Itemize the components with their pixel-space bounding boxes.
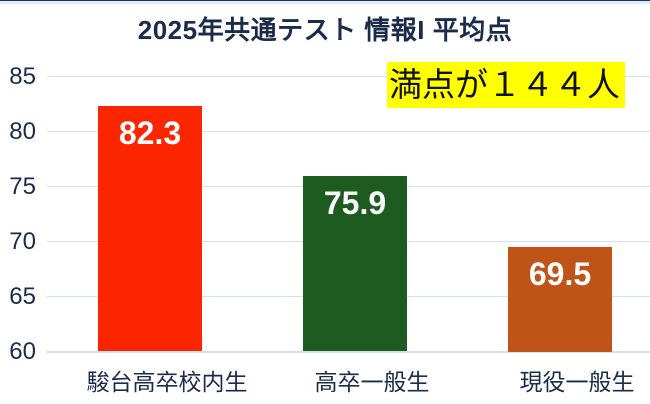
x-axis-category-2: 現役一般生 xyxy=(519,369,635,395)
y-axis-tick-85: 85 xyxy=(9,63,36,90)
gridline-85 xyxy=(47,76,650,77)
y-axis-tick-70: 70 xyxy=(9,228,36,255)
bar-value-label-1: 75.9 xyxy=(323,185,387,221)
bar-value-label-2: 69.5 xyxy=(528,256,592,292)
x-axis-category-1: 高卒一般生 xyxy=(314,369,430,395)
y-axis-tick-60: 60 xyxy=(9,338,36,365)
x-axis-category-0: 駿台高卒校内生 xyxy=(86,369,248,395)
perfect-score-annotation: 満点が１４４人 xyxy=(387,62,625,108)
bar-0: 82.3 xyxy=(98,106,202,351)
y-axis-tick-65: 65 xyxy=(9,283,36,310)
top-border xyxy=(0,0,650,4)
y-axis-tick-80: 80 xyxy=(9,118,36,145)
bar-value-label-0: 82.3 xyxy=(118,115,182,151)
bar-2: 69.5 xyxy=(508,247,612,352)
gridline-80 xyxy=(47,131,650,132)
y-axis-tick-75: 75 xyxy=(9,173,36,200)
gridline-60 xyxy=(47,351,650,353)
bar-1: 75.9 xyxy=(303,176,407,351)
chart-title: 2025年共通テスト 情報I 平均点 xyxy=(137,15,513,45)
